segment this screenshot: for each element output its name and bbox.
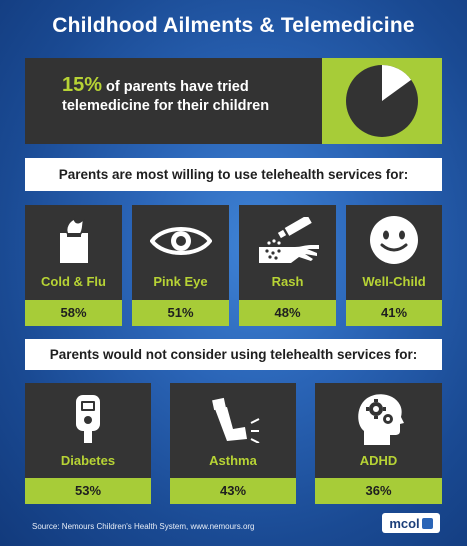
card-percent: 48%	[239, 300, 336, 326]
card-percent: 43%	[170, 478, 296, 504]
logo-mark-icon	[421, 517, 433, 529]
card-body: Pink Eye	[132, 205, 229, 300]
pie-chart	[346, 65, 418, 137]
card-label: Diabetes	[60, 453, 116, 468]
card-body: Asthma	[170, 383, 296, 478]
tissue-box-icon	[25, 217, 122, 263]
card-percent: 41%	[346, 300, 442, 326]
card-body: ADHD	[315, 383, 442, 478]
willing-card: Well-Child 41%	[346, 205, 442, 326]
mcol-logo: mcol	[382, 513, 440, 533]
card-body: Well-Child	[346, 205, 442, 300]
stat-percent: 15%	[62, 74, 103, 96]
willing-heading: Parents are most willing to use teleheal…	[25, 158, 442, 191]
eye-icon	[132, 223, 229, 259]
card-label: Rash	[271, 274, 304, 289]
card-label: Well-Child	[362, 274, 426, 289]
head-gears-icon	[315, 391, 442, 445]
stat-line2: telemedicine for their children	[62, 98, 270, 114]
card-label: Cold & Flu	[41, 274, 106, 289]
page-title: Childhood Ailments & Telemedicine	[52, 14, 415, 37]
ointment-hand-icon	[239, 217, 336, 265]
not-consider-card: Asthma 43%	[170, 383, 296, 504]
willing-card: Cold & Flu 58%	[25, 205, 122, 326]
pie-slice-tried	[382, 65, 412, 101]
not-consider-card: Diabetes 53%	[25, 383, 151, 504]
card-percent: 58%	[25, 300, 122, 326]
stat-panel: 15% of parents have tried telemedicine f…	[25, 58, 442, 144]
card-body: Diabetes	[25, 383, 151, 478]
card-percent: 36%	[315, 478, 442, 504]
card-percent: 51%	[132, 300, 229, 326]
logo-text: mcol	[389, 515, 420, 531]
inhaler-icon	[170, 393, 296, 443]
card-label: Asthma	[209, 453, 257, 468]
willing-card: Rash 48%	[239, 205, 336, 326]
willing-card: Pink Eye 51%	[132, 205, 229, 326]
card-percent: 53%	[25, 478, 151, 504]
not-consider-heading: Parents would not consider using telehea…	[25, 339, 442, 370]
card-label: Pink Eye	[153, 274, 208, 289]
glucose-meter-icon	[25, 393, 151, 445]
card-body: Cold & Flu	[25, 205, 122, 300]
stat-pie-box	[322, 58, 442, 144]
card-body: Rash	[239, 205, 336, 300]
card-label: ADHD	[359, 453, 398, 468]
stat-line1: of parents have tried	[102, 79, 249, 95]
source-note: Source: Nemours Children's Health System…	[32, 522, 255, 531]
stat-text: 15% of parents have tried telemedicine f…	[25, 58, 322, 144]
not-consider-card: ADHD 36%	[315, 383, 442, 504]
smiley-face-icon	[346, 215, 442, 265]
